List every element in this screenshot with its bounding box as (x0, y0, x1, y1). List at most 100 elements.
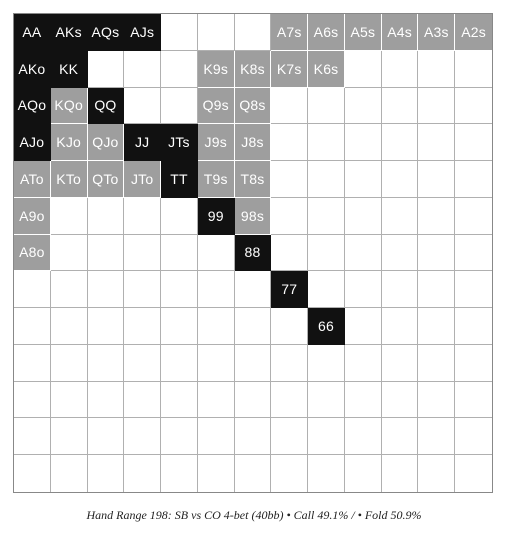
hand-cell-empty (271, 124, 309, 162)
hand-cell-empty (50, 234, 88, 272)
hand-cell-empty (308, 87, 345, 125)
hand-cell-J9s: J9s (197, 124, 235, 162)
hand-cell-A5s: A5s (344, 14, 382, 51)
hand-cell-empty (234, 271, 272, 309)
hand-cell-KQo: KQo (50, 87, 88, 125)
hand-cell-empty (50, 344, 88, 382)
hand-cell-empty (161, 14, 198, 51)
range-caption: Hand Range 198: SB vs CO 4-bet (40bb) • … (86, 508, 422, 522)
hand-cell-empty (308, 271, 345, 309)
hand-cell-empty (161, 381, 198, 419)
hand-cell-empty (344, 124, 382, 162)
hand-cell-empty (418, 418, 456, 456)
hand-cell-JJ: JJ (124, 124, 162, 162)
hand-cell-empty (455, 271, 492, 309)
hand-cell-empty (344, 308, 382, 345)
hand-cell-empty (381, 234, 419, 272)
hand-cell-empty (344, 50, 382, 88)
hand-cell-empty (197, 344, 235, 382)
hand-cell-Q8s: Q8s (234, 87, 272, 125)
hand-cell-empty (161, 455, 198, 492)
hand-cell-K6s: K6s (308, 50, 345, 88)
hand-cell-AQo: AQo (14, 87, 51, 125)
hand-cell-empty (418, 161, 456, 198)
hand-cell-empty (308, 344, 345, 382)
hand-cell-empty (418, 50, 456, 88)
hand-cell-empty (344, 271, 382, 309)
hand-cell-empty (344, 418, 382, 456)
hand-cell-empty (271, 381, 309, 419)
hand-cell-empty (50, 197, 88, 235)
hand-cell-empty (271, 344, 309, 382)
hand-cell-empty (381, 87, 419, 125)
hand-cell-empty (455, 161, 492, 198)
hand-cell-empty (381, 197, 419, 235)
hand-cell-empty (308, 418, 345, 456)
hand-cell-A9o: A9o (14, 197, 51, 235)
hand-cell-88: 88 (234, 234, 272, 272)
hand-cell-empty (344, 161, 382, 198)
hand-cell-empty (197, 381, 235, 419)
hand-cell-QJo: QJo (87, 124, 125, 162)
hand-cell-empty (161, 50, 198, 88)
hand-cell-empty (418, 87, 456, 125)
hand-cell-empty (50, 455, 88, 492)
hand-cell-empty (197, 455, 235, 492)
hand-cell-empty (234, 344, 272, 382)
hand-cell-empty (124, 197, 162, 235)
hand-cell-AJo: AJo (14, 124, 51, 162)
hand-cell-empty (418, 308, 456, 345)
hand-cell-empty (234, 308, 272, 345)
hand-cell-empty (455, 197, 492, 235)
hand-cell-empty (87, 234, 125, 272)
hand-cell-empty (308, 455, 345, 492)
hand-cell-empty (308, 381, 345, 419)
hand-cell-empty (418, 124, 456, 162)
hand-cell-empty (161, 271, 198, 309)
hand-cell-QTo: QTo (87, 161, 125, 198)
hand-cell-empty (308, 197, 345, 235)
hand-cell-empty (381, 271, 419, 309)
hand-cell-JTo: JTo (124, 161, 162, 198)
hand-cell-empty (381, 418, 419, 456)
hand-cell-empty (161, 87, 198, 125)
hand-cell-empty (381, 455, 419, 492)
hand-cell-AKs: AKs (50, 14, 88, 51)
hand-cell-77: 77 (271, 271, 309, 309)
hand-cell-empty (344, 87, 382, 125)
hand-cell-empty (124, 50, 162, 88)
hand-cell-empty (455, 418, 492, 456)
hand-cell-A2s: A2s (455, 14, 492, 51)
hand-cell-KTo: KTo (50, 161, 88, 198)
hand-cell-empty (124, 271, 162, 309)
hand-cell-empty (124, 455, 162, 492)
hand-cell-Q9s: Q9s (197, 87, 235, 125)
hand-cell-empty (14, 344, 51, 382)
hand-cell-empty (14, 308, 51, 345)
hand-cell-empty (87, 308, 125, 345)
hand-cell-empty (271, 418, 309, 456)
hand-cell-empty (381, 381, 419, 419)
hand-cell-empty (234, 418, 272, 456)
hand-cell-empty (87, 418, 125, 456)
hand-cell-empty (308, 124, 345, 162)
hand-cell-empty (308, 234, 345, 272)
hand-cell-empty (14, 455, 51, 492)
hand-cell-empty (418, 234, 456, 272)
hand-cell-empty (418, 381, 456, 419)
hand-cell-empty (271, 234, 309, 272)
hand-cell-empty (161, 197, 198, 235)
hand-cell-empty (418, 197, 456, 235)
hand-cell-empty (50, 271, 88, 309)
hand-cell-empty (455, 234, 492, 272)
hand-cell-empty (271, 308, 309, 345)
hand-cell-empty (197, 418, 235, 456)
hand-range-grid: AA AKs AQs AJs A7s A6s A5s A4s A3s A2s AKo KK K9s K8s… (13, 13, 493, 493)
hand-cell-empty (381, 344, 419, 382)
hand-cell-empty (455, 381, 492, 419)
hand-cell-empty (124, 308, 162, 345)
hand-cell-empty (344, 455, 382, 492)
hand-cell-empty (344, 234, 382, 272)
hand-cell-K9s: K9s (197, 50, 235, 88)
hand-cell-empty (381, 161, 419, 198)
